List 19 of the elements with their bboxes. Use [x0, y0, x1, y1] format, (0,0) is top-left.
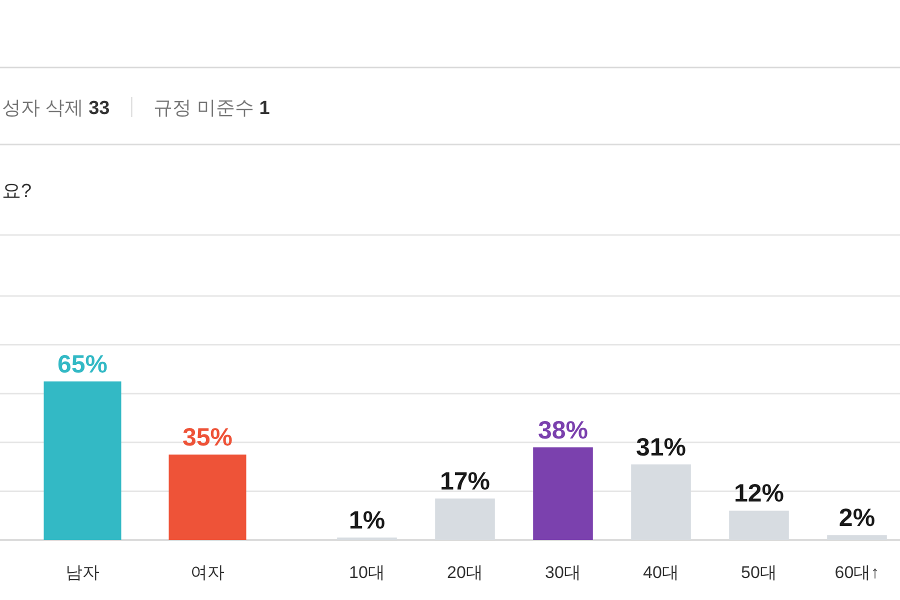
annotation: 성자 삭제 33 — [2, 98, 110, 119]
x-tick-label: 50대 — [741, 563, 777, 582]
data-label: 1% — [348, 506, 386, 535]
x-tick-label: 40대 — [643, 563, 679, 582]
title: 요? — [2, 181, 32, 202]
annotation: 규정 미준수 1 — [154, 98, 270, 119]
x-tick-label: 10대 — [349, 563, 385, 582]
x-tick-label: 60대↑ — [834, 563, 880, 582]
data-label: 17% — [440, 468, 490, 496]
data-label: 31% — [636, 433, 686, 462]
data-label: 65% — [57, 350, 108, 378]
x-tick-label: 30대 — [545, 563, 581, 582]
data-label: 38% — [538, 416, 588, 444]
x-tick-label: 남자 — [66, 563, 100, 582]
data-label: 12% — [734, 480, 784, 508]
data-label: 35% — [182, 424, 233, 452]
x-tick-label: 여자 — [190, 563, 224, 582]
x-tick-label: 20대 — [447, 563, 483, 582]
data-label: 2% — [838, 504, 876, 532]
